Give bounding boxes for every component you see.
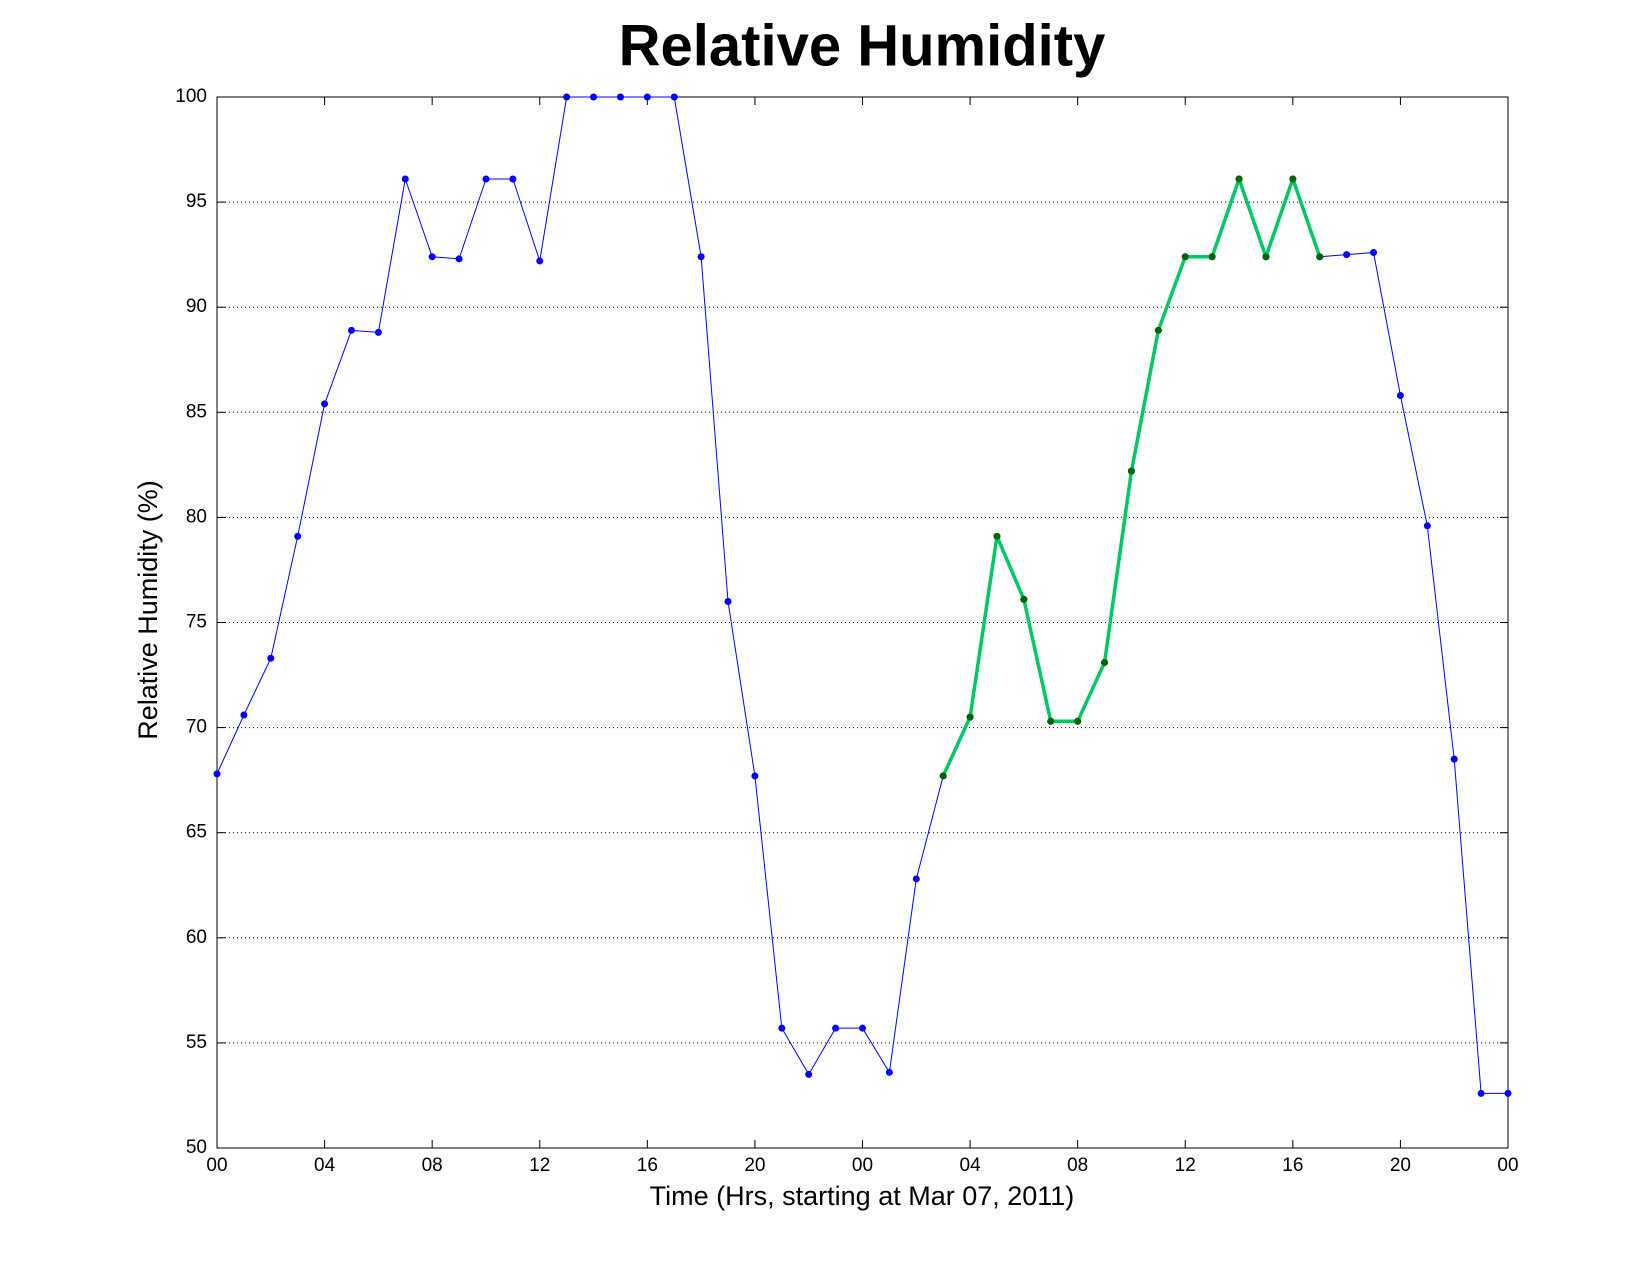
y-tick-label: 50 — [186, 1137, 207, 1158]
x-tick-label: 00 — [852, 1155, 873, 1176]
data-point — [240, 711, 248, 719]
data-point — [724, 597, 732, 605]
x-tick-label: 08 — [422, 1155, 443, 1176]
y-tick-label: 95 — [186, 191, 207, 212]
y-tick-label: 75 — [186, 612, 207, 633]
data-point — [885, 1068, 893, 1076]
data-point — [670, 93, 678, 101]
data-point — [428, 253, 436, 261]
x-tick-label: 16 — [637, 1155, 658, 1176]
data-point — [1477, 1089, 1485, 1097]
data-point — [1316, 253, 1324, 261]
data-point — [294, 532, 302, 540]
data-point — [1423, 522, 1431, 530]
data-point — [1343, 251, 1351, 259]
data-point — [267, 654, 275, 662]
data-point — [912, 875, 920, 883]
data-point — [1396, 391, 1404, 399]
x-tick-label: 12 — [1175, 1155, 1196, 1176]
chart-title: Relative Humidity — [619, 13, 1106, 78]
x-tick-label: 00 — [1497, 1155, 1518, 1176]
x-tick-label: 16 — [1282, 1155, 1303, 1176]
y-tick-label: 70 — [186, 717, 207, 738]
data-point — [616, 93, 624, 101]
data-point — [1235, 175, 1243, 183]
y-axis-label: Relative Humidity (%) — [133, 480, 163, 740]
data-point — [1504, 1089, 1512, 1097]
x-tick-label: 12 — [529, 1155, 550, 1176]
data-point — [751, 772, 759, 780]
data-point — [643, 93, 651, 101]
data-point — [778, 1024, 786, 1032]
data-point — [347, 326, 355, 334]
x-tick-label: 04 — [960, 1155, 982, 1176]
data-point — [1127, 467, 1135, 475]
data-point — [321, 400, 329, 408]
x-tick-label: 20 — [744, 1155, 765, 1176]
data-point — [1262, 253, 1270, 261]
data-point — [1074, 717, 1082, 725]
data-point — [213, 770, 221, 778]
data-point — [805, 1070, 813, 1078]
data-point — [966, 713, 974, 721]
data-point — [939, 772, 947, 780]
x-tick-label: 20 — [1390, 1155, 1411, 1176]
data-point — [1020, 595, 1028, 603]
data-point — [563, 93, 571, 101]
data-point — [859, 1024, 866, 1032]
y-tick-label: 90 — [186, 296, 207, 317]
plot-area — [216, 96, 1509, 1149]
data-point — [374, 328, 382, 336]
x-axis-label: Time (Hrs, starting at Mar 07, 2011) — [650, 1181, 1075, 1211]
y-tick-label: 100 — [175, 86, 207, 107]
y-tick-label: 55 — [186, 1032, 207, 1053]
data-point — [590, 93, 598, 101]
y-tick-label: 65 — [186, 822, 207, 843]
data-point — [1101, 658, 1109, 666]
data-point — [401, 175, 409, 183]
data-point — [1181, 253, 1189, 261]
data-point — [455, 255, 463, 263]
data-point — [509, 175, 517, 183]
data-point — [832, 1024, 840, 1032]
data-point — [1289, 175, 1297, 183]
y-tick-label: 85 — [186, 401, 207, 422]
y-tick-label: 80 — [186, 506, 207, 527]
y-tick-label: 60 — [186, 927, 207, 948]
data-point — [993, 532, 1001, 540]
data-point — [1047, 717, 1055, 725]
data-point — [536, 257, 544, 265]
x-tick-label: 08 — [1067, 1155, 1088, 1176]
data-point — [1450, 755, 1458, 763]
data-point — [1154, 326, 1162, 334]
data-point — [1370, 249, 1378, 257]
x-tick-label: 04 — [314, 1155, 336, 1176]
data-point — [1208, 253, 1216, 261]
data-point — [482, 175, 490, 183]
data-point — [697, 253, 705, 261]
x-tick-label: 00 — [206, 1155, 227, 1176]
